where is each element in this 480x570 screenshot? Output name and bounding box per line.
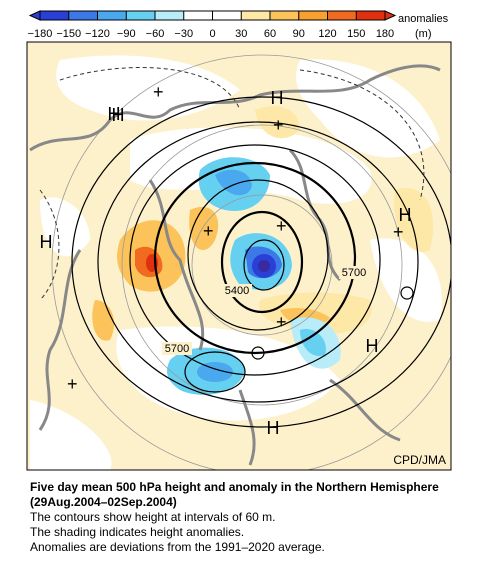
colorbar-tick-label: 120 [318,28,336,40]
svg-text:+: + [203,221,214,241]
svg-text:+: + [273,115,284,135]
colorbar-segment [97,11,127,20]
colorbar-segment [40,11,69,20]
caption-line: The contours show height at intervals of… [30,510,276,524]
colorbar-segment [68,11,98,20]
colorbar-segment [270,11,299,20]
caption-line: Anomalies are deviations from the 1991–2… [30,540,325,554]
colorbar-segment [241,11,270,20]
contour-label: 5700 [342,267,366,279]
colorbar-unit: (m) [415,28,432,40]
colorbar-tick-label: 90 [293,28,305,40]
latitude-circles [51,54,451,470]
colorbar-segment [298,11,328,20]
high-label: H [366,336,379,356]
colorbar-segment [356,11,385,20]
high-label: H [271,88,284,108]
colorbar-tick-label: −120 [85,28,110,40]
colorbar-tick-label: 30 [235,28,247,40]
white-areas [30,55,442,470]
colorbar-end [384,10,397,21]
label-box [162,342,192,355]
colorbar-tick-label: −180 [28,28,53,40]
colorbar-tick-label: 150 [347,28,365,40]
high-label: H [112,105,125,125]
colorbar: anomalies (m) −180 −150 −120 −90 −60 −30 0 30 60… [28,10,449,40]
zero-contours [39,67,425,301]
colorbar-tick-label: −90 [117,28,136,40]
label-box [339,266,369,279]
contour-label: 5700 [165,343,189,355]
svg-text:+: + [393,222,404,242]
credit: CPD/JMA [393,453,446,467]
coastlines [29,64,441,466]
contour-label: 5400 [225,285,249,297]
colorbar-tick-label: −30 [174,28,193,40]
caption-line: The shading indicates height anomalies. [30,525,245,539]
colorbar-segment [126,11,155,20]
colorbar-tick-label: 180 [376,28,394,40]
svg-text:+: + [153,82,164,102]
svg-text:+: + [276,312,287,332]
colorbar-tick-label: 60 [264,28,276,40]
colorbar-tick-label: −150 [56,28,81,40]
high-label: H [399,205,412,225]
height-contours [71,96,451,428]
label-box [222,284,252,297]
caption-title: Five day mean 500 hPa height and anomaly… [30,480,439,509]
high-label: H [40,232,53,252]
colorbar-segment [212,11,242,20]
map-background [27,42,451,470]
colorbar-end [28,10,41,21]
high-label: H [108,104,121,124]
colorbar-segment [183,11,213,20]
plus-signs: + + + + + + + [67,82,404,394]
colorbar-label: anomalies [398,13,449,25]
colorbar-tick-label: −60 [146,28,165,40]
high-label: H [267,418,280,438]
colorbar-segment [155,11,184,20]
svg-text:+: + [67,374,78,394]
colorbar-tick-label: 0 [209,28,215,40]
anomaly-shading [92,106,434,395]
map-frame [26,41,452,471]
svg-text:+: + [276,216,287,236]
colorbar-segment [327,11,357,20]
